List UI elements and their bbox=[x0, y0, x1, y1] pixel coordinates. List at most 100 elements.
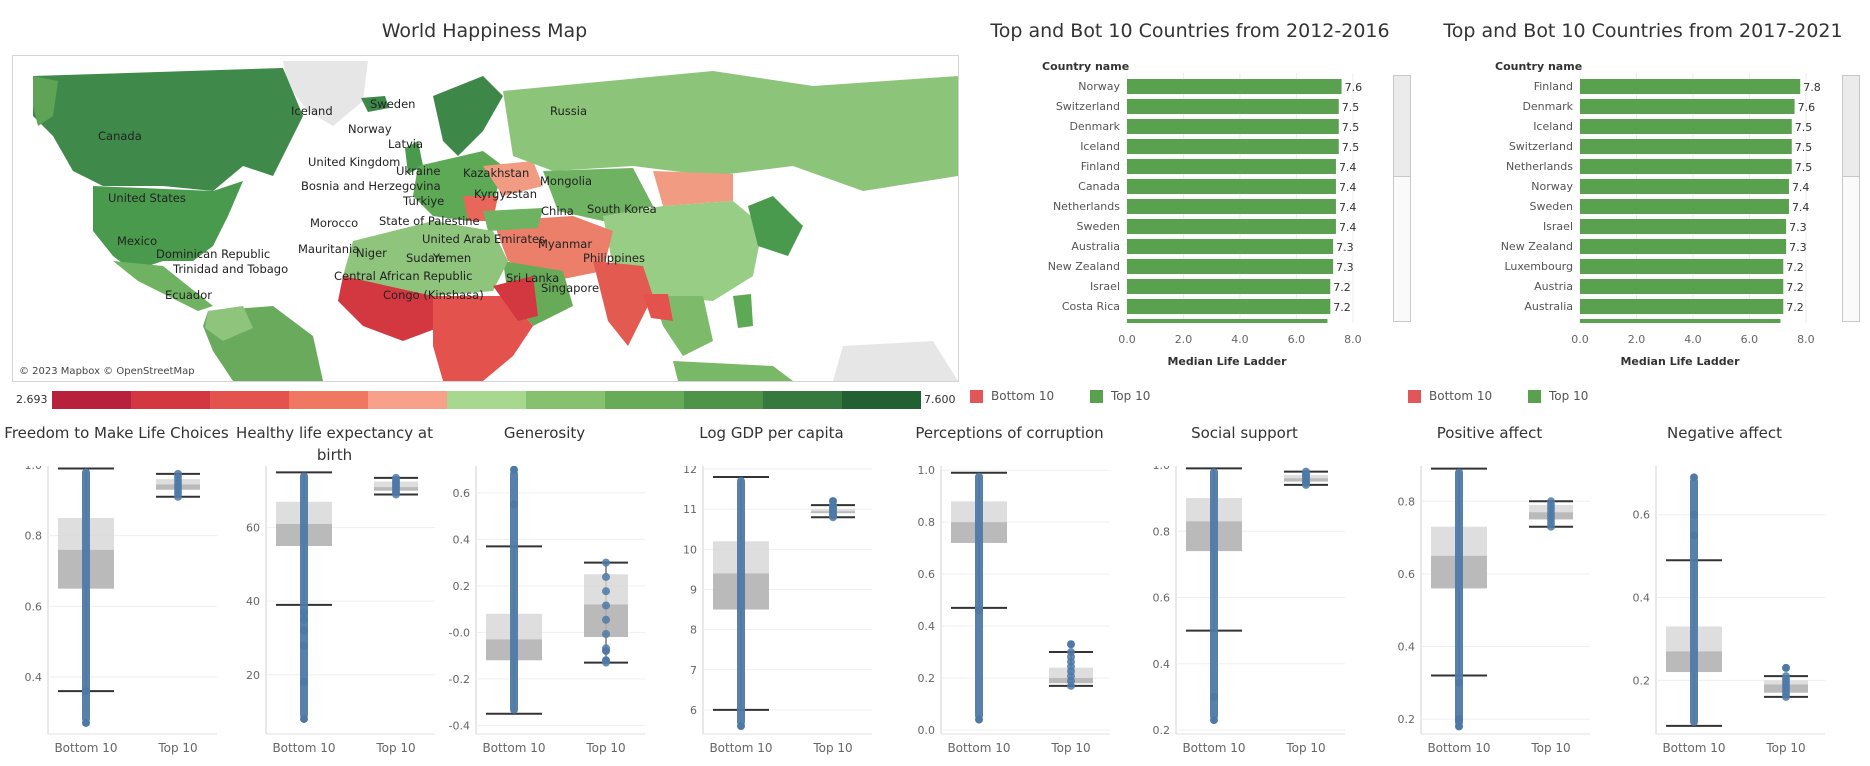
bar-category-label[interactable]: Denmark bbox=[1522, 100, 1573, 113]
map-label-niger[interactable]: Niger bbox=[356, 246, 387, 260]
map-label-united-arab-emirates[interactable]: United Arab Emirates bbox=[422, 232, 545, 246]
bar[interactable] bbox=[1127, 99, 1339, 114]
boxplot-outlier[interactable] bbox=[1690, 531, 1698, 540]
boxplot-outlier[interactable] bbox=[1067, 640, 1075, 649]
boxplot-point[interactable] bbox=[602, 572, 610, 581]
boxplot-point[interactable] bbox=[602, 615, 610, 624]
map-label-congo-kinshasa-[interactable]: Congo (Kinshasa) bbox=[383, 288, 484, 302]
boxplot-point[interactable] bbox=[602, 601, 610, 610]
map-label-yemen[interactable]: Yemen bbox=[432, 251, 471, 265]
bar-category-label[interactable]: Australia bbox=[1071, 240, 1120, 253]
map-label-united-kingdom[interactable]: United Kingdom bbox=[308, 155, 400, 169]
map-label-sri-lanka[interactable]: Sri Lanka bbox=[506, 271, 559, 285]
bar[interactable] bbox=[1580, 119, 1792, 134]
boxplot-point-strip[interactable] bbox=[300, 472, 308, 719]
boxplot-point-strip[interactable] bbox=[737, 477, 745, 726]
boxplot-outlier[interactable] bbox=[300, 678, 308, 687]
boxplot-outlier[interactable] bbox=[300, 714, 308, 723]
bar[interactable] bbox=[1127, 139, 1339, 154]
map-label-ukraine[interactable]: Ukraine bbox=[396, 164, 440, 178]
boxplot-outlier[interactable] bbox=[975, 715, 983, 724]
bar[interactable] bbox=[1127, 79, 1342, 94]
bar-category-label[interactable]: Norway bbox=[1078, 80, 1120, 93]
map-label-mauritania[interactable]: Mauritania bbox=[298, 242, 359, 256]
map-label-philippines[interactable]: Philippines bbox=[583, 251, 645, 265]
boxplot-outlier[interactable] bbox=[1782, 663, 1790, 672]
boxplot-point[interactable] bbox=[1067, 648, 1075, 657]
bar-category-label[interactable]: New Zealand bbox=[1501, 240, 1573, 253]
map-label-norway[interactable]: Norway bbox=[348, 122, 392, 136]
boxplot-outlier[interactable] bbox=[510, 500, 518, 509]
bar[interactable] bbox=[1580, 139, 1792, 154]
boxplot-point-strip[interactable] bbox=[1210, 468, 1218, 721]
boxplot-outlier[interactable] bbox=[300, 641, 308, 650]
boxplot-outlier[interactable] bbox=[1210, 692, 1218, 701]
scrollbar-thumb[interactable] bbox=[1394, 76, 1410, 177]
bar-chart-row-header[interactable]: Country name bbox=[1042, 60, 1130, 73]
map-canvas[interactable]: Iceland Sweden Norway Russia Canada Latvia Uni… bbox=[13, 56, 958, 381]
bar-chart-2012-2016[interactable]: Country name 0.0 2.0 4.0 6.0 8.0 Norway 7.6 Swi… bbox=[975, 55, 1411, 375]
map-label-russia[interactable]: Russia bbox=[550, 104, 587, 118]
bar-category-label[interactable]: New Zealand bbox=[1048, 260, 1120, 273]
boxplot-outlier[interactable] bbox=[1690, 473, 1698, 482]
boxplot-outlier[interactable] bbox=[1210, 716, 1218, 725]
map-label-singapore[interactable]: Singapore bbox=[541, 281, 599, 295]
bar-partial[interactable] bbox=[1127, 319, 1328, 334]
bar[interactable] bbox=[1580, 199, 1789, 214]
bar-rows[interactable]: Norway 7.6 Switzerland 7.5 Denmark 7.5 Iceland… bbox=[1048, 79, 1362, 334]
map-label-ecuador[interactable]: Ecuador bbox=[165, 288, 212, 302]
bar-category-label[interactable]: Australia bbox=[1524, 300, 1573, 313]
bar[interactable] bbox=[1127, 119, 1339, 134]
bar[interactable] bbox=[1127, 219, 1336, 234]
map-label-central-african-republic[interactable]: Central African Republic bbox=[334, 269, 472, 283]
bar-legend-top-2[interactable]: Top 10 bbox=[1528, 389, 1588, 403]
boxplot-chart[interactable]: 0.4 0.6 0.8 1.0 Bottom 10 Top 10 bbox=[12, 466, 227, 766]
bar-chart-svg[interactable]: 0.0 2.0 4.0 6.0 8.0 Norway 7.6 Switzerland 7.5 De… bbox=[975, 55, 1405, 365]
map-label-kyrgyzstan[interactable]: Kyrgyzstan bbox=[474, 187, 537, 201]
boxplot-chart[interactable]: 6 7 8 9 10 11 12 Bottom 10 Top 10 bbox=[667, 466, 882, 766]
bar[interactable] bbox=[1580, 79, 1801, 94]
bar-chart-2017-2021[interactable]: Country name 0.0 2.0 4.0 6.0 8.0 Finland 7.8 De… bbox=[1428, 55, 1860, 375]
bar[interactable] bbox=[1127, 259, 1334, 274]
map-label-morocco[interactable]: Morocco bbox=[310, 216, 358, 230]
bar-rows[interactable]: Finland 7.8 Denmark 7.6 Iceland 7.5 Switzerlan… bbox=[1501, 79, 1821, 334]
bar-chart-row-header[interactable]: Country name bbox=[1495, 60, 1583, 73]
bar-category-label[interactable]: Israel bbox=[1090, 280, 1120, 293]
bar[interactable] bbox=[1580, 299, 1784, 314]
map-label-iceland[interactable]: Iceland bbox=[291, 104, 333, 118]
boxplot-point-strip[interactable] bbox=[975, 472, 983, 720]
map-label-dominican-republic[interactable]: Dominican Republic bbox=[156, 247, 270, 261]
bar-category-label[interactable]: Canada bbox=[1078, 180, 1120, 193]
map-label-trinidad-and-tobago[interactable]: Trinidad and Tobago bbox=[172, 262, 288, 276]
bar-category-label[interactable]: Finland bbox=[1081, 160, 1120, 173]
boxplot-outlier[interactable] bbox=[82, 718, 90, 727]
bar[interactable] bbox=[1580, 259, 1784, 274]
map-label-bosnia-and-herzegovina[interactable]: Bosnia and Herzegovina bbox=[301, 179, 441, 193]
map-label-state-of-palestine[interactable]: State of Palestine bbox=[379, 214, 480, 228]
map-label-canada[interactable]: Canada bbox=[98, 129, 142, 143]
bar-chart-scrollbar[interactable] bbox=[1393, 75, 1411, 322]
bar-category-label[interactable]: Netherlands bbox=[1506, 160, 1573, 173]
boxplot-chart[interactable]: 0.2 0.4 0.6 0.8 Bottom 10 Top 10 bbox=[1385, 466, 1600, 766]
map-label-united-states[interactable]: United States bbox=[108, 191, 186, 205]
boxplot-outlier[interactable] bbox=[300, 608, 308, 617]
boxplot-outlier[interactable] bbox=[300, 626, 308, 635]
bar[interactable] bbox=[1127, 299, 1331, 314]
boxplot-point[interactable] bbox=[602, 587, 610, 596]
map-label-china[interactable]: China bbox=[541, 204, 574, 218]
boxplot-outlier[interactable] bbox=[1455, 715, 1463, 724]
bar-category-label[interactable]: Switzerland bbox=[1509, 140, 1573, 153]
boxplot-point[interactable] bbox=[174, 469, 182, 478]
bar-category-label[interactable]: Iceland bbox=[1533, 120, 1573, 133]
bar-category-label[interactable]: Austria bbox=[1534, 280, 1573, 293]
bar[interactable] bbox=[1127, 159, 1336, 174]
bar[interactable] bbox=[1580, 179, 1789, 194]
bar-category-label[interactable]: Finland bbox=[1534, 80, 1573, 93]
bar-category-label[interactable]: Sweden bbox=[1077, 220, 1120, 233]
boxplot-outlier[interactable] bbox=[300, 615, 308, 624]
boxplot-outlier[interactable] bbox=[602, 646, 610, 655]
boxplot-point[interactable] bbox=[1547, 497, 1555, 506]
map-label-sweden[interactable]: Sweden bbox=[370, 97, 415, 111]
bar-legend-bottom-2[interactable]: Bottom 10 bbox=[1408, 389, 1492, 403]
boxplot-point-strip[interactable] bbox=[510, 469, 518, 714]
